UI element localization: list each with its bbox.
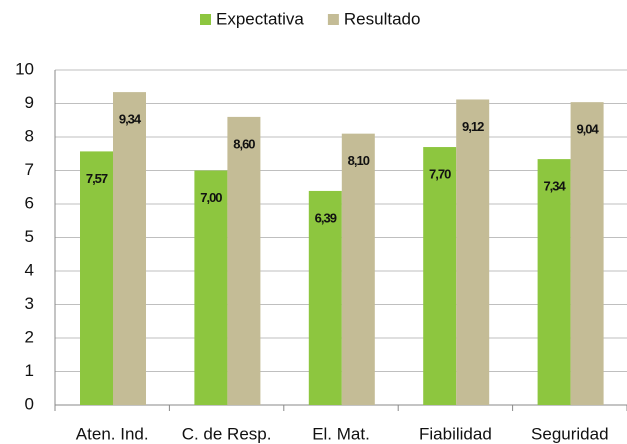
y-tick-label: 4 xyxy=(25,260,34,279)
data-label: 7,00 xyxy=(200,190,222,205)
bar xyxy=(194,170,228,405)
y-tick-label: 9 xyxy=(25,93,34,112)
legend-label: Expectativa xyxy=(216,9,304,28)
y-tick-label: 10 xyxy=(15,59,34,78)
data-label: 7,57 xyxy=(86,171,108,186)
bar xyxy=(423,147,457,406)
data-label: 7,70 xyxy=(429,166,451,181)
bar xyxy=(113,92,146,406)
y-tick-label: 1 xyxy=(25,361,34,380)
data-label: 9,04 xyxy=(576,122,599,137)
x-tick-label: C. de Resp. xyxy=(182,424,272,443)
legend-swatch xyxy=(327,14,339,25)
y-tick-label: 7 xyxy=(25,160,34,179)
bar xyxy=(341,133,375,405)
legend-swatch xyxy=(200,14,211,25)
data-label: 8,10 xyxy=(348,153,370,168)
x-tick-label: Seguridad xyxy=(531,424,609,443)
x-tick-label: Aten. Ind. xyxy=(76,424,149,443)
bar xyxy=(537,159,571,405)
bar xyxy=(456,99,490,405)
data-label: 6,39 xyxy=(315,210,337,225)
bar xyxy=(308,190,342,405)
bar xyxy=(570,102,604,405)
bar xyxy=(227,116,261,406)
x-tick-label: Fiabilidad xyxy=(419,424,492,443)
x-tick-label: El. Mat. xyxy=(312,424,370,443)
y-tick-label: 0 xyxy=(25,394,34,413)
y-tick-label: 3 xyxy=(25,294,34,313)
y-tick-label: 2 xyxy=(25,327,34,346)
y-tick-label: 5 xyxy=(25,227,34,246)
y-tick-label: 6 xyxy=(25,193,34,212)
bar xyxy=(80,151,113,405)
data-label: 9,12 xyxy=(462,119,484,134)
data-label: 8,60 xyxy=(233,136,255,151)
data-label: 9,34 xyxy=(119,112,142,127)
legend-label: Resultado xyxy=(344,9,421,28)
y-tick-label: 8 xyxy=(25,126,34,145)
data-label: 7,34 xyxy=(543,179,566,194)
